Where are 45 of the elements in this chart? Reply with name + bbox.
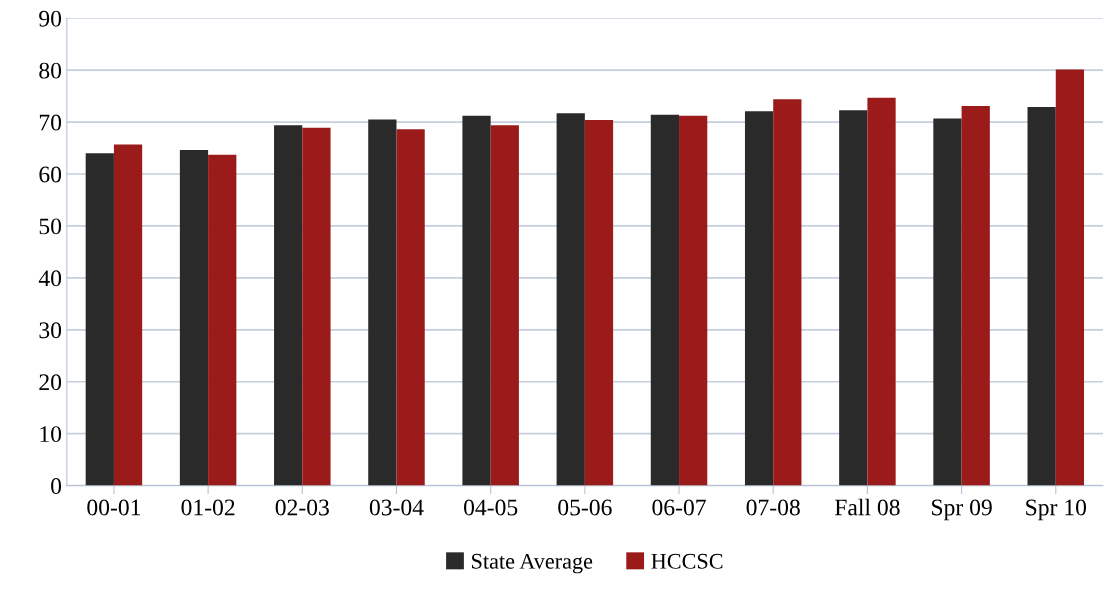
x-tick-label: 07-08 <box>746 499 800 516</box>
bar <box>650 114 680 486</box>
bar <box>396 129 425 486</box>
bar <box>961 105 990 486</box>
bar <box>556 113 585 486</box>
x-tick-label: Spr 09 <box>932 499 992 521</box>
bar <box>773 99 802 486</box>
x-tick-label: 01-02 <box>181 499 235 516</box>
y-tick-label: 50 <box>39 218 62 235</box>
bar <box>179 150 209 486</box>
x-tick-label: Fall 08 <box>834 498 900 516</box>
legend-label: State Average <box>472 553 593 574</box>
x-tick-label: 00-01 <box>87 499 141 516</box>
y-tick-label: 70 <box>39 114 62 131</box>
bar <box>839 110 868 486</box>
bar <box>85 153 114 486</box>
bar <box>744 111 774 486</box>
bar <box>584 120 614 486</box>
y-tick-label: 30 <box>39 322 62 339</box>
bar <box>113 144 143 486</box>
x-tick-label: Spr 10 <box>1026 499 1087 521</box>
bar <box>208 154 237 486</box>
y-tick-label: 80 <box>39 62 62 79</box>
bar <box>274 125 303 486</box>
bar <box>490 125 519 486</box>
legend-label: HCCSC <box>651 553 723 569</box>
x-tick-label: 05-06 <box>558 499 612 516</box>
x-tick-label: 03-04 <box>369 499 424 516</box>
y-tick-label: 40 <box>38 270 62 287</box>
x-tick-label: 02-03 <box>275 499 329 516</box>
bar <box>462 115 491 486</box>
y-tick-label: 90 <box>39 10 62 27</box>
y-tick-label: 0 <box>51 478 62 495</box>
bar <box>679 115 708 486</box>
y-tick-label: 60 <box>39 166 62 183</box>
y-tick-label: 10 <box>40 426 62 443</box>
y-tick-label: 20 <box>39 374 62 391</box>
bar <box>368 119 397 486</box>
bar <box>1055 69 1085 486</box>
bar <box>302 127 331 486</box>
bar <box>867 97 896 486</box>
bar <box>933 118 962 486</box>
x-tick-label: 06-07 <box>652 499 706 516</box>
bar <box>1027 107 1056 486</box>
x-tick-label: 04-05 <box>464 499 518 516</box>
